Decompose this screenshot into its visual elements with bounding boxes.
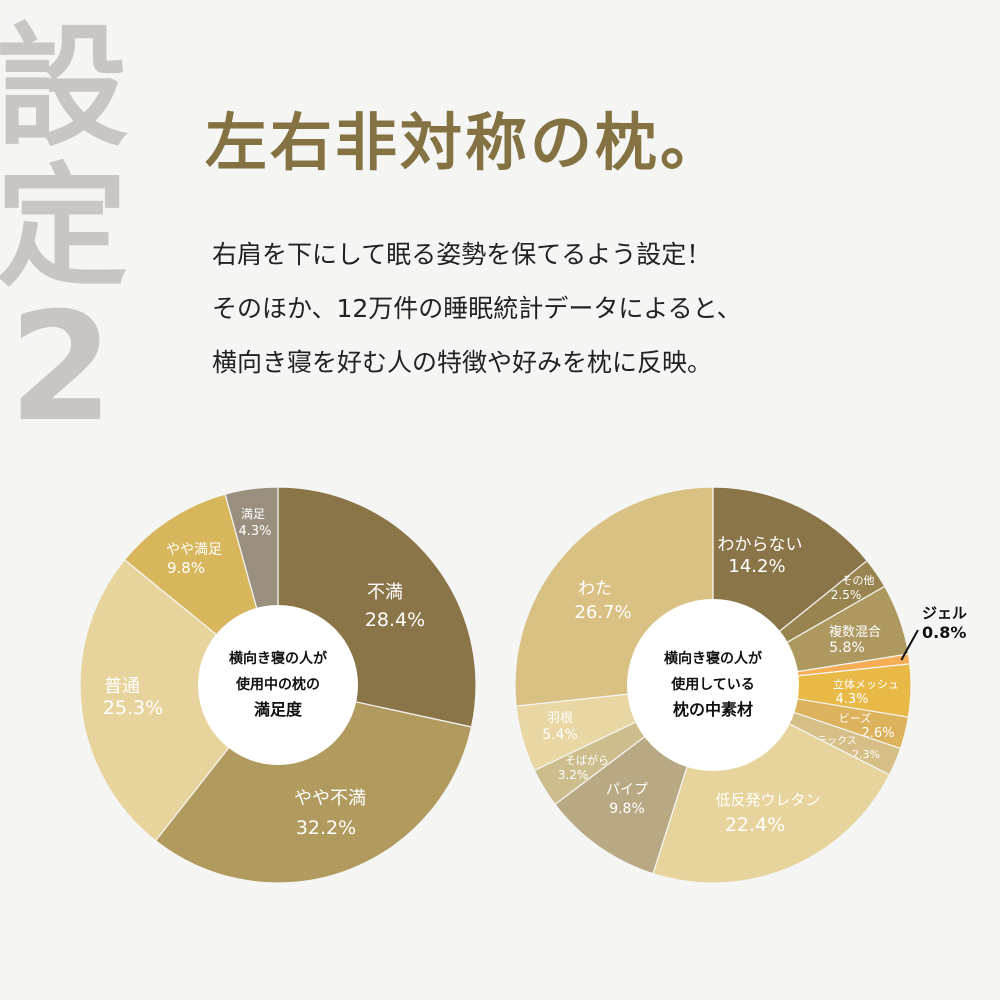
description: 右肩を下にして眠る姿勢を保てるよう設定！ そのほか、12万件の睡眠統計データによ… bbox=[212, 228, 742, 390]
slice-label: パイプ bbox=[606, 782, 648, 798]
slice-label: 普通 bbox=[104, 676, 140, 697]
slice-value: 4.3% bbox=[835, 692, 868, 707]
slice-label: 不満 bbox=[367, 582, 403, 603]
slice-value: 5.4% bbox=[542, 727, 578, 743]
slice-label: わた bbox=[578, 579, 612, 599]
pie-slice bbox=[79, 558, 279, 842]
callout-line bbox=[900, 629, 919, 661]
description-line: そのほか、12万件の睡眠統計データによると、 bbox=[212, 294, 742, 323]
slice-value: 4.3% bbox=[238, 524, 271, 539]
chart-title-line: 使用している bbox=[670, 676, 755, 693]
slice-value: 2.3% bbox=[852, 748, 880, 761]
slice-value: 32.2% bbox=[296, 817, 356, 839]
slice-value: 0.8% bbox=[922, 623, 966, 642]
slice-value: 2.5% bbox=[831, 588, 862, 602]
side-char: 設 bbox=[0, 11, 128, 165]
slice-label: 羽根 bbox=[547, 711, 573, 726]
chart-title-line: 使用中の枕の bbox=[235, 676, 320, 693]
slice-value: 2.6% bbox=[861, 726, 894, 741]
chart-title-line: 枕の中素材 bbox=[673, 700, 753, 719]
slice-value: 9.8% bbox=[609, 801, 645, 817]
chart-title-line: 横向き寝の人が bbox=[229, 650, 328, 667]
slice-label: 低反発ウレタン bbox=[715, 791, 820, 809]
slice-label: やや不満 bbox=[294, 788, 366, 809]
slice-label: 立体メッシュ bbox=[833, 677, 899, 691]
pie-slice bbox=[154, 684, 473, 884]
slice-label: ジェル bbox=[922, 604, 967, 622]
chart-title-line: 横向き寝の人が bbox=[664, 650, 763, 667]
chart-title-line: 満足度 bbox=[254, 700, 303, 719]
slice-value: 26.7% bbox=[574, 602, 631, 623]
slice-value: 5.8% bbox=[829, 640, 865, 656]
description-line: 横向き寝を好む人の特徴や好みを枕に反映。 bbox=[212, 348, 713, 377]
page-title: 左右非対称の枕。 bbox=[205, 106, 726, 179]
slice-value: 9.8% bbox=[167, 559, 205, 577]
slice-value: 22.4% bbox=[725, 814, 785, 836]
side-char: 定 bbox=[0, 151, 128, 305]
slice-label: そばがら bbox=[565, 753, 609, 767]
slice-label: やや満足 bbox=[166, 542, 222, 558]
pie-center bbox=[198, 605, 358, 765]
slice-label: 満足 bbox=[241, 507, 265, 521]
slice-label: 複数混合 bbox=[829, 624, 881, 640]
side-char: 2 bbox=[8, 281, 114, 455]
description-line: 右肩を下にして眠る姿勢を保てるよう設定！ bbox=[212, 240, 712, 269]
slice-value: 3.2% bbox=[558, 768, 589, 782]
slice-label: わからない bbox=[718, 535, 803, 555]
pie-center bbox=[627, 599, 799, 771]
slice-value: 14.2% bbox=[728, 556, 785, 577]
section-number-label: 設 定 2 bbox=[0, 11, 128, 455]
slice-value: 25.3% bbox=[103, 697, 163, 719]
slice-label: その他 bbox=[842, 574, 875, 587]
slice-label: ビーズ bbox=[839, 711, 871, 725]
slice-value: 28.4% bbox=[365, 609, 425, 631]
